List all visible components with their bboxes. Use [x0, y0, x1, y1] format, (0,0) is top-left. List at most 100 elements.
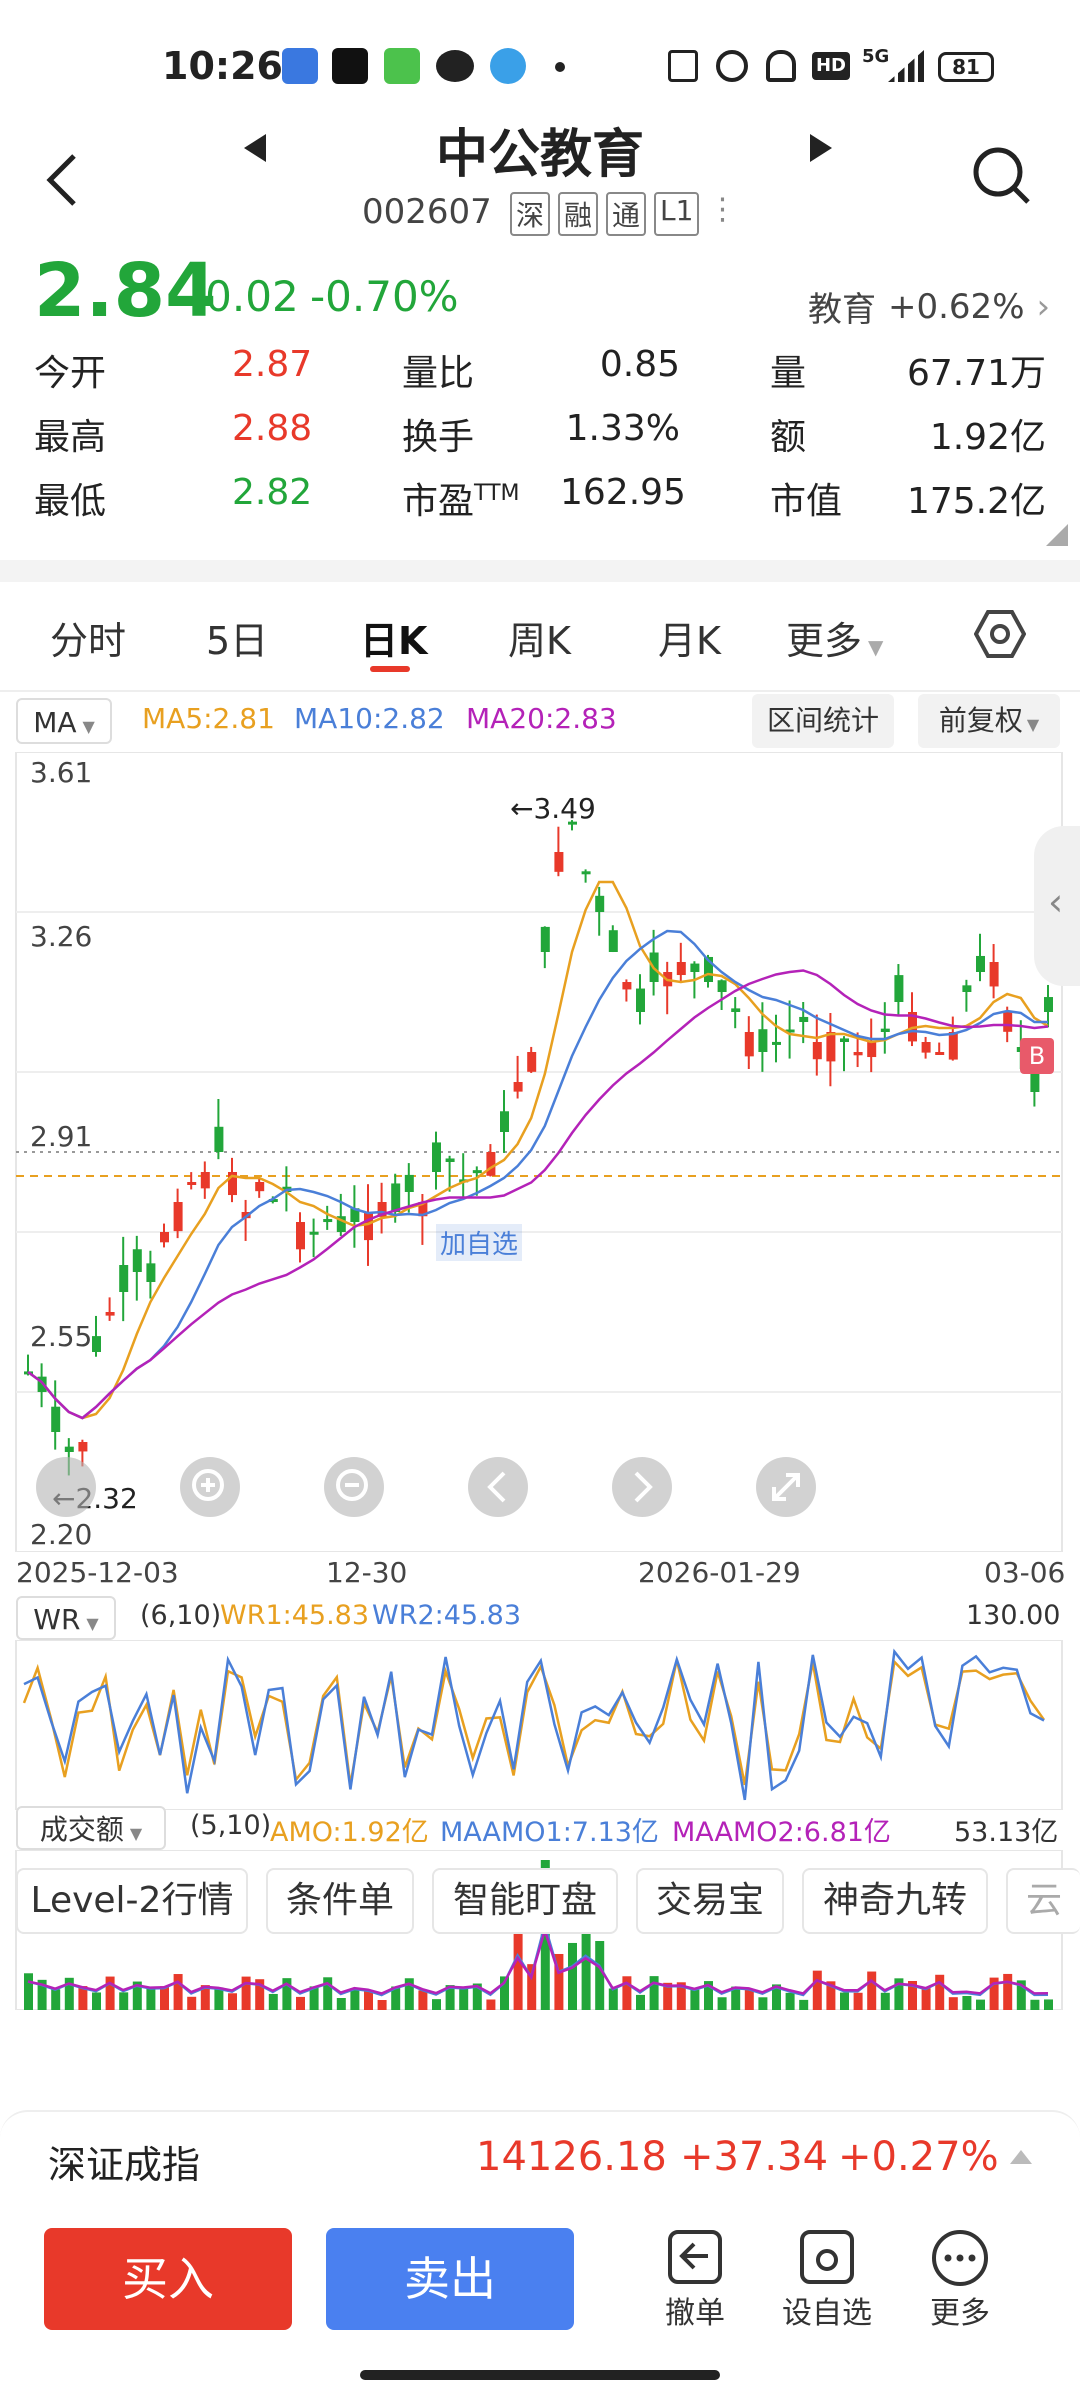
side-drawer-handle[interactable]: ‹ [1034, 826, 1080, 986]
index-name[interactable]: 深证成指 [48, 2143, 201, 2187]
buy-signal-badge[interactable]: B [1020, 1038, 1054, 1074]
cancel-order-icon[interactable] [666, 2228, 724, 2286]
price-change: -0.02 [190, 272, 299, 321]
range-stats-button[interactable]: 区间统计 [752, 694, 894, 748]
amo-bar [173, 1974, 183, 2010]
amo-bar [676, 1982, 686, 2010]
candle-body [173, 1202, 183, 1232]
amo-bar [513, 1920, 523, 2010]
wr-chart[interactable] [0, 1640, 1080, 1810]
sector-link[interactable]: 教育 +0.62% › [808, 282, 1050, 331]
stat-amount-value: 1.92亿 [929, 417, 1046, 458]
app-notification-icon [384, 48, 420, 84]
telegram-icon [490, 48, 526, 84]
scroll-left-icon[interactable] [36, 1457, 96, 1517]
candle-body [350, 1208, 360, 1222]
stock-code: 002607 [362, 192, 492, 232]
amo-bar [486, 1999, 496, 2010]
candle-body [64, 1446, 74, 1452]
func-conditional-order[interactable]: 条件单 [266, 1868, 414, 1934]
pan-right-icon[interactable] [612, 1457, 672, 1517]
func-level2[interactable]: Level-2行情 [16, 1868, 248, 1934]
candle-body [1030, 1067, 1040, 1092]
amo-bar [785, 1992, 795, 2010]
hd-icon: HD [812, 52, 850, 80]
tab-5day[interactable]: 5日 [206, 619, 269, 663]
tab-intraday[interactable]: 分时 [50, 619, 127, 663]
amo-chart[interactable] [0, 1850, 1080, 2010]
candle-body [731, 1008, 741, 1012]
kline-chart[interactable] [0, 752, 1080, 1552]
chevron-up-icon[interactable] [1008, 2148, 1034, 2166]
candle-body [228, 1172, 237, 1196]
candle-body [432, 1142, 441, 1172]
amo-bar [935, 1974, 945, 2010]
amo-bar [241, 1976, 251, 2010]
index-change-pct: +0.27% [838, 2134, 999, 2180]
maamo2-value: MAAMO2:6.81亿 [672, 1817, 891, 1848]
fullscreen-icon[interactable] [756, 1457, 816, 1517]
tab-indicator [370, 666, 410, 672]
candle-body [690, 963, 700, 972]
candle-body [1003, 1012, 1013, 1032]
prev-stock-icon[interactable] [240, 130, 270, 166]
amo-bar [704, 1981, 713, 2010]
buy-button[interactable]: 买入 [44, 2228, 292, 2330]
func-trade-treasure[interactable]: 交易宝 [636, 1868, 784, 1934]
amo-bar [976, 1999, 985, 2010]
pan-left-icon[interactable] [468, 1457, 528, 1517]
candle-body [636, 988, 645, 1012]
back-icon[interactable] [42, 150, 82, 210]
wr-frame [15, 1640, 1063, 1810]
func-cloud[interactable]: 云 [1006, 1868, 1080, 1934]
expand-corner-icon[interactable] [1046, 524, 1068, 546]
tab-weekly-k[interactable]: 周K [508, 619, 571, 663]
tag-shen: 深 [510, 192, 551, 236]
axis-label-4: 2.55 [30, 1320, 93, 1353]
candle-body [296, 1222, 305, 1250]
zoom-in-icon[interactable] [180, 1457, 240, 1517]
sector-name: 教育 [808, 290, 876, 330]
adjust-button[interactable]: 前复权 ▼ [918, 694, 1060, 748]
amo-bar [989, 1977, 999, 2010]
status-bar: 10:26 HD 5G 81 [0, 0, 1080, 130]
zoom-out-icon[interactable] [324, 1457, 384, 1517]
tab-daily-k[interactable]: 日K [360, 619, 428, 663]
amo-bar [445, 1985, 455, 2010]
stat-volratio-label: 量比 [402, 353, 475, 394]
tab-more[interactable]: 更多 ▼ [786, 619, 884, 663]
add-watch-icon[interactable] [798, 2228, 856, 2286]
candle-body [160, 1232, 169, 1243]
func-magic-nine[interactable]: 神奇九转 [802, 1868, 988, 1934]
amo-bar [282, 1978, 292, 2010]
cancel-order-label[interactable]: 撤单 [665, 2296, 725, 2331]
next-stock-icon[interactable] [806, 130, 836, 166]
amo-bar [255, 1979, 265, 2010]
ma10-line [27, 929, 1048, 1420]
amo-bar [160, 1986, 169, 2010]
amo-bar [799, 1999, 809, 2010]
candle-body [568, 821, 577, 825]
candle-body [744, 1032, 754, 1057]
amo-bar [731, 1986, 741, 2010]
add-watch-label[interactable]: 设自选 [782, 2296, 872, 2331]
sell-button[interactable]: 卖出 [326, 2228, 574, 2330]
wr-selector[interactable]: WR ▼ [16, 1596, 116, 1640]
ma-selector[interactable]: MA ▼ [16, 698, 112, 744]
amo-bar [459, 1986, 469, 2010]
more-icon[interactable] [930, 2228, 990, 2288]
candle-body [853, 1052, 863, 1056]
ma5-value: MA5:2.81 [142, 702, 275, 735]
func-smart-watch[interactable]: 智能盯盘 [432, 1868, 618, 1934]
add-watch-marker[interactable]: 加自选 [436, 1224, 523, 1261]
amo-bar [1003, 1973, 1013, 2010]
more-label[interactable]: 更多 [930, 2296, 990, 2331]
wechat-icon [436, 50, 474, 82]
candle-body [894, 975, 904, 1002]
ma20-line [27, 969, 1049, 1420]
candle-body [377, 1202, 387, 1217]
settings-hex-icon[interactable] [974, 608, 1026, 660]
search-icon[interactable] [970, 144, 1034, 208]
tab-monthly-k[interactable]: 月K [658, 619, 721, 663]
amo-selector[interactable]: 成交额 ▼ [16, 1806, 166, 1850]
